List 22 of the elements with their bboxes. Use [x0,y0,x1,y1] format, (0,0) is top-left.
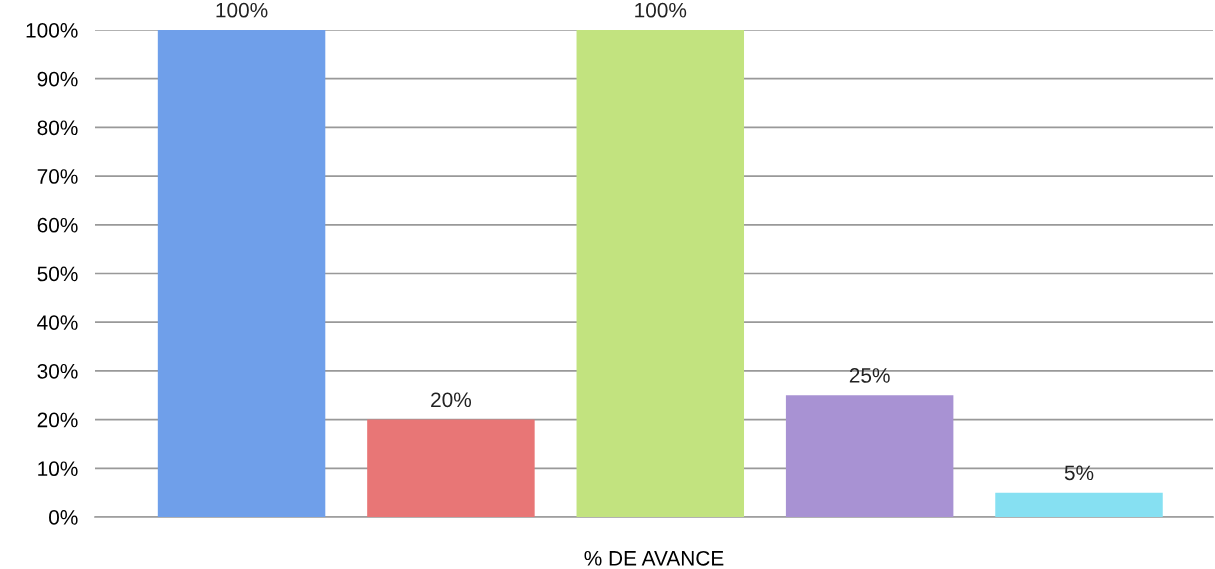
y-tick-label: 0% [49,510,78,525]
y-tick-label: 70% [37,169,78,184]
data-label: 5% [1064,465,1094,481]
y-tick-label: 30% [37,363,78,379]
data-label: 25% [849,368,890,383]
bar [576,30,745,517]
y-tick-label: 80% [37,120,78,136]
bar [995,492,1163,517]
y-tick-label: 40% [37,315,78,330]
y-tick-label: 50% [37,266,78,282]
bar [157,30,326,517]
bar [785,395,954,517]
data-label: 100% [635,2,687,18]
y-tick-label: 20% [37,412,78,428]
y-tick-label: 100% [26,23,78,38]
y-tick-label: 60% [37,217,78,233]
x-axis-title: % DE AVANCE [584,550,724,566]
bar [367,419,535,517]
data-label: 100% [216,2,268,18]
y-tick-label: 90% [37,71,78,87]
y-tick-label: 10% [38,461,78,477]
data-label: 20% [431,392,472,408]
